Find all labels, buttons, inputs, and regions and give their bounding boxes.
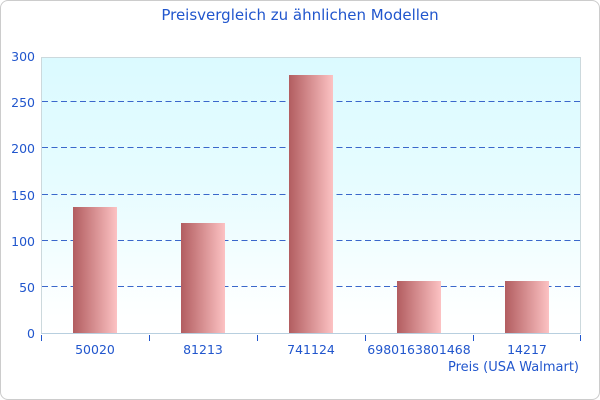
x-tick-0 xyxy=(41,335,42,341)
y-tick-label-250: 250 xyxy=(11,95,35,111)
bar-14217 xyxy=(505,281,549,333)
x-axis-title: Preis (USA Walmart) xyxy=(447,360,579,375)
y-tick-label-0: 0 xyxy=(27,326,35,341)
x-category-label-14217: 14217 xyxy=(507,342,547,357)
x-tick-2 xyxy=(257,335,258,341)
x-tick-3 xyxy=(365,335,366,341)
x-category-label-50020: 50020 xyxy=(75,342,115,357)
y-tick-label-300: 300 xyxy=(11,49,35,64)
x-category-label-6980163801468: 6980163801468 xyxy=(367,342,471,357)
y-tick-label-150: 150 xyxy=(11,187,35,203)
chart-title: Preisvergleich zu ähnlichen Modellen xyxy=(161,6,439,24)
x-category-label-741124: 741124 xyxy=(287,342,335,357)
bar-50020 xyxy=(73,207,117,333)
y-tick-label-50: 50 xyxy=(19,279,35,295)
bar-81213 xyxy=(181,223,225,333)
y-tick-label-200: 200 xyxy=(11,141,35,157)
plot-area xyxy=(41,57,581,334)
x-tick-5 xyxy=(580,335,581,341)
x-tick-4 xyxy=(473,335,474,341)
bar-6980163801468 xyxy=(397,281,441,333)
y-tick-label-100: 100 xyxy=(11,233,35,249)
x-tick-1 xyxy=(149,335,150,341)
x-category-label-81213: 81213 xyxy=(183,342,223,357)
bar-741124 xyxy=(289,75,333,333)
